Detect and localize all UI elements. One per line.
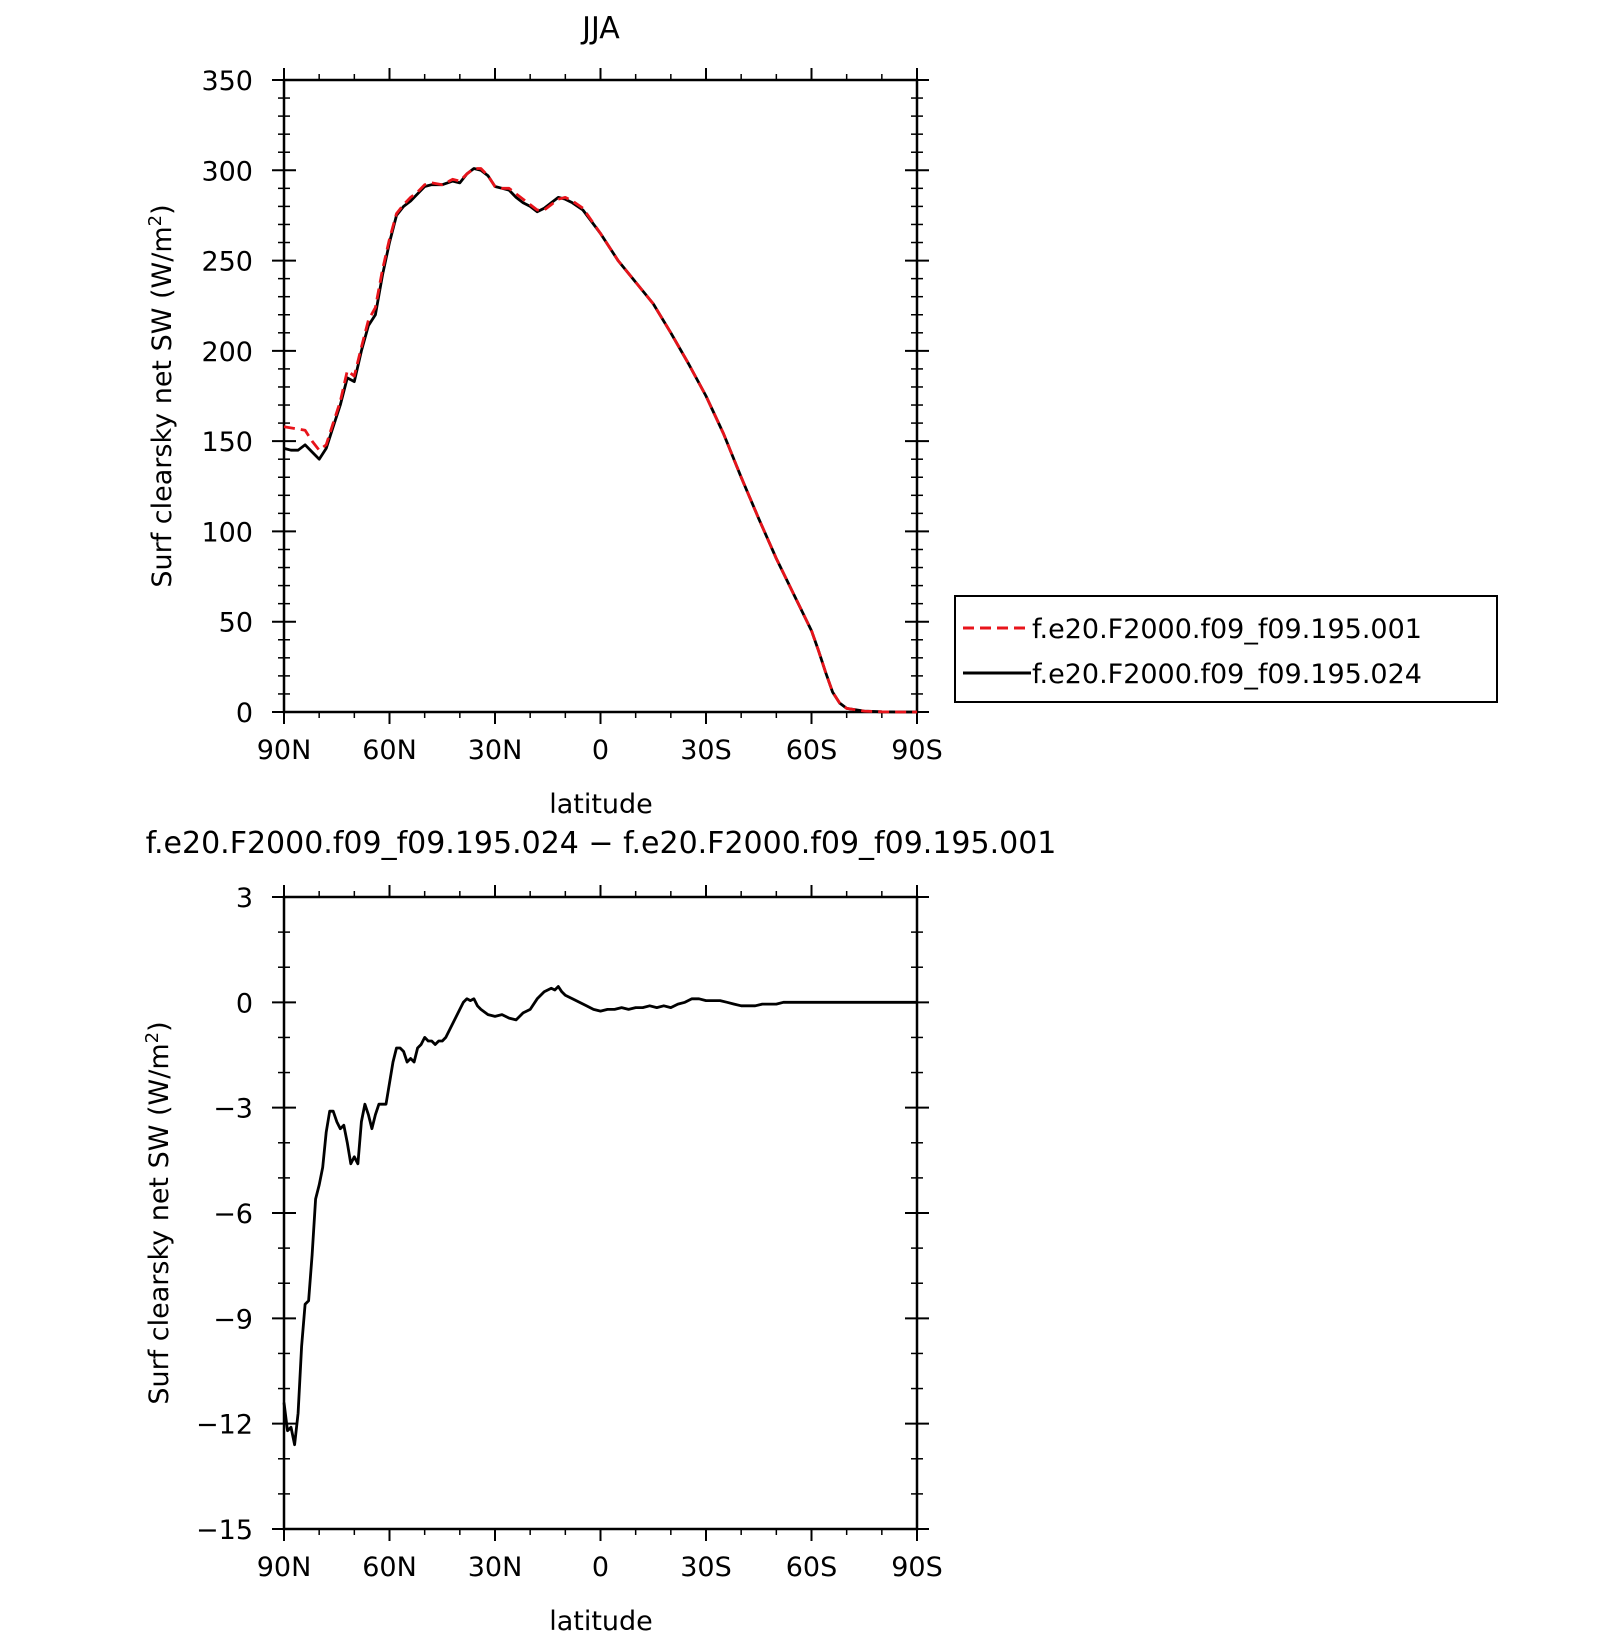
bottom-y-axis-label-close: ) xyxy=(144,1021,175,1032)
top-x-tick-label: 0 xyxy=(592,735,609,766)
bottom-x-tick-label: 60N xyxy=(362,1552,417,1583)
top-series-line-024 xyxy=(283,167,917,714)
top-y-axis-label-superscript: 2 xyxy=(145,215,166,226)
legend-box xyxy=(954,595,1498,703)
bottom-x-tick-label: 90N xyxy=(257,1552,312,1583)
top-x-tick-label: 30S xyxy=(680,735,732,766)
bottom-axis-ticks xyxy=(272,885,929,1541)
top-y-tick-label: 50 xyxy=(219,608,253,639)
top-y-tick-label: 350 xyxy=(201,66,253,97)
svg-text:Surf clearsky net SW (W/m2): Surf clearsky net SW (W/m2) xyxy=(142,1021,175,1404)
legend-label-001: f.e20.F2000.f09_f09.195.001 xyxy=(1032,614,1422,645)
top-plot-title: JJA xyxy=(580,11,620,46)
bottom-y-tick-label: −9 xyxy=(213,1304,253,1335)
top-y-tick-label: 100 xyxy=(201,517,253,548)
top-plot-frame xyxy=(282,78,919,714)
bottom-x-tick-label: 30N xyxy=(468,1552,523,1583)
bottom-y-tick-label: −3 xyxy=(213,1094,253,1125)
top-y-axis-label-close: ) xyxy=(147,204,178,215)
top-y-tick-label: 250 xyxy=(201,247,253,278)
bottom-y-axis-label-superscript: 2 xyxy=(142,1032,163,1043)
svg-text:Surf clearsky net SW (W/m2): Surf clearsky net SW (W/m2) xyxy=(145,204,178,587)
bottom-x-tick-label: 0 xyxy=(592,1552,609,1583)
top-y-tick-label: 0 xyxy=(236,698,253,729)
bottom-x-axis-label: latitude xyxy=(549,1606,653,1635)
top-series-lines xyxy=(283,167,917,714)
top-y-tick-label: 150 xyxy=(201,427,253,458)
top-x-tick-label: 90S xyxy=(891,735,943,766)
legend: f.e20.F2000.f09_f09.195.001 f.e20.F2000.… xyxy=(954,595,1498,703)
bottom-x-tick-label: 30S xyxy=(680,1552,732,1583)
top-tick-labels: 90N 60N 30N 0 30S 60S 90S 0 50 100 150 200 250 300 350 xyxy=(201,66,942,766)
top-axis-ticks xyxy=(272,68,929,724)
top-y-tick-label: 200 xyxy=(201,337,253,368)
bottom-y-tick-label: 0 xyxy=(236,988,253,1019)
top-x-axis-label: latitude xyxy=(549,789,653,820)
top-y-axis-label: Surf clearsky net SW (W/m2) xyxy=(145,204,178,587)
top-x-tick-label: 90N xyxy=(257,735,312,766)
top-y-tick-label: 300 xyxy=(201,156,253,187)
top-x-tick-label: 30N xyxy=(468,735,523,766)
bottom-y-axis-label: Surf clearsky net SW (W/m2) xyxy=(142,1021,175,1404)
top-y-axis-label-text: Surf clearsky net SW (W/m xyxy=(147,226,178,587)
top-x-tick-label: 60S xyxy=(786,735,838,766)
bottom-y-axis-label-text: Surf clearsky net SW (W/m xyxy=(144,1043,175,1404)
top-x-tick-label: 60N xyxy=(362,735,417,766)
bottom-series-line-diff xyxy=(282,985,917,1447)
bottom-y-tick-label: 3 xyxy=(236,883,253,914)
bottom-plot-frame xyxy=(282,895,919,1531)
top-panel: JJA Surf clearsky net SW (W/m2) latitude… xyxy=(145,11,943,820)
bottom-y-tick-label: −6 xyxy=(213,1199,253,1230)
bottom-x-tick-label: 90S xyxy=(891,1552,943,1583)
bottom-y-tick-label: −12 xyxy=(196,1410,253,1441)
bottom-series-lines xyxy=(282,985,917,1447)
bottom-plot-title: f.e20.F2000.f09_f09.195.024 − f.e20.F200… xyxy=(146,826,1057,861)
bottom-tick-labels: 90N 60N 30N 0 30S 60S 90S −15 −12 −9 −6 −3 0 3 xyxy=(196,883,943,1583)
top-series-line-001 xyxy=(283,167,917,714)
bottom-x-tick-label: 60S xyxy=(786,1552,838,1583)
legend-label-024: f.e20.F2000.f09_f09.195.024 xyxy=(1032,659,1422,690)
bottom-y-tick-label: −15 xyxy=(196,1515,253,1546)
bottom-panel: f.e20.F2000.f09_f09.195.024 − f.e20.F200… xyxy=(142,826,1056,1635)
